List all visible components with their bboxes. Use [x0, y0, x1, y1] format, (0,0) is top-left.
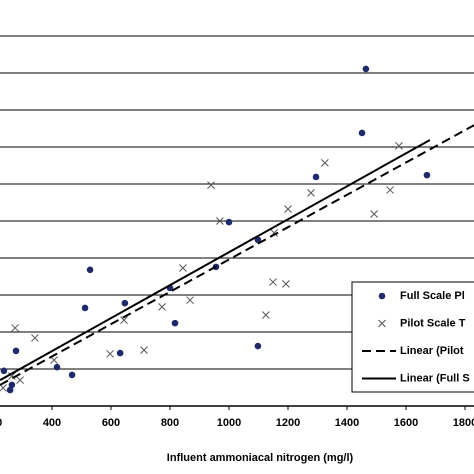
point	[358, 129, 366, 137]
point	[254, 236, 262, 244]
point	[269, 278, 277, 286]
x-tick-label: 1800	[453, 417, 474, 429]
point	[225, 218, 233, 226]
point	[171, 319, 179, 327]
point	[254, 342, 262, 350]
trend-line	[0, 139, 431, 381]
trend-line	[0, 124, 474, 386]
point	[158, 302, 166, 311]
x-tick-label: 600	[102, 417, 120, 429]
legend-label: Pilot Scale T	[400, 317, 466, 329]
x-tick-label: 1600	[394, 417, 418, 429]
point	[121, 299, 129, 307]
point	[68, 371, 76, 379]
x-tick-label: 400	[43, 417, 61, 429]
point	[0, 367, 8, 375]
point	[321, 159, 329, 167]
legend-marker	[378, 319, 386, 328]
point	[116, 349, 124, 357]
x-tick-label: 1400	[335, 417, 359, 429]
point	[106, 349, 114, 358]
x-tick-label: 1200	[276, 417, 300, 429]
point	[307, 189, 315, 197]
point	[386, 186, 394, 194]
point	[6, 386, 14, 394]
legend-label: Linear (Pilot	[400, 345, 464, 357]
point	[12, 347, 20, 355]
point	[31, 334, 39, 342]
point	[284, 205, 292, 214]
legend-label: Linear (Full S	[400, 372, 470, 384]
point	[370, 210, 378, 218]
point	[86, 266, 94, 274]
point	[282, 280, 290, 288]
point	[262, 311, 270, 319]
point	[8, 381, 16, 389]
point	[140, 346, 148, 354]
point	[395, 142, 403, 150]
legend-marker	[378, 292, 386, 300]
x-tick-label: 800	[161, 417, 179, 429]
point	[207, 181, 215, 189]
point	[120, 316, 128, 325]
point	[362, 65, 370, 73]
point	[11, 324, 19, 332]
x-tick-label: 1000	[217, 417, 241, 429]
point	[53, 363, 61, 371]
point	[312, 173, 320, 181]
legend-box	[351, 281, 474, 393]
point	[216, 217, 224, 225]
point	[179, 264, 187, 272]
point	[50, 356, 58, 364]
point	[16, 376, 24, 384]
point	[186, 296, 194, 305]
x-axis-label: Influent ammoniacal nitrogen (mg/l)	[167, 452, 354, 464]
legend-label: Full Scale Pl	[400, 290, 465, 302]
x-tick-label: 200	[0, 417, 2, 429]
point	[423, 171, 431, 179]
point	[81, 304, 89, 312]
